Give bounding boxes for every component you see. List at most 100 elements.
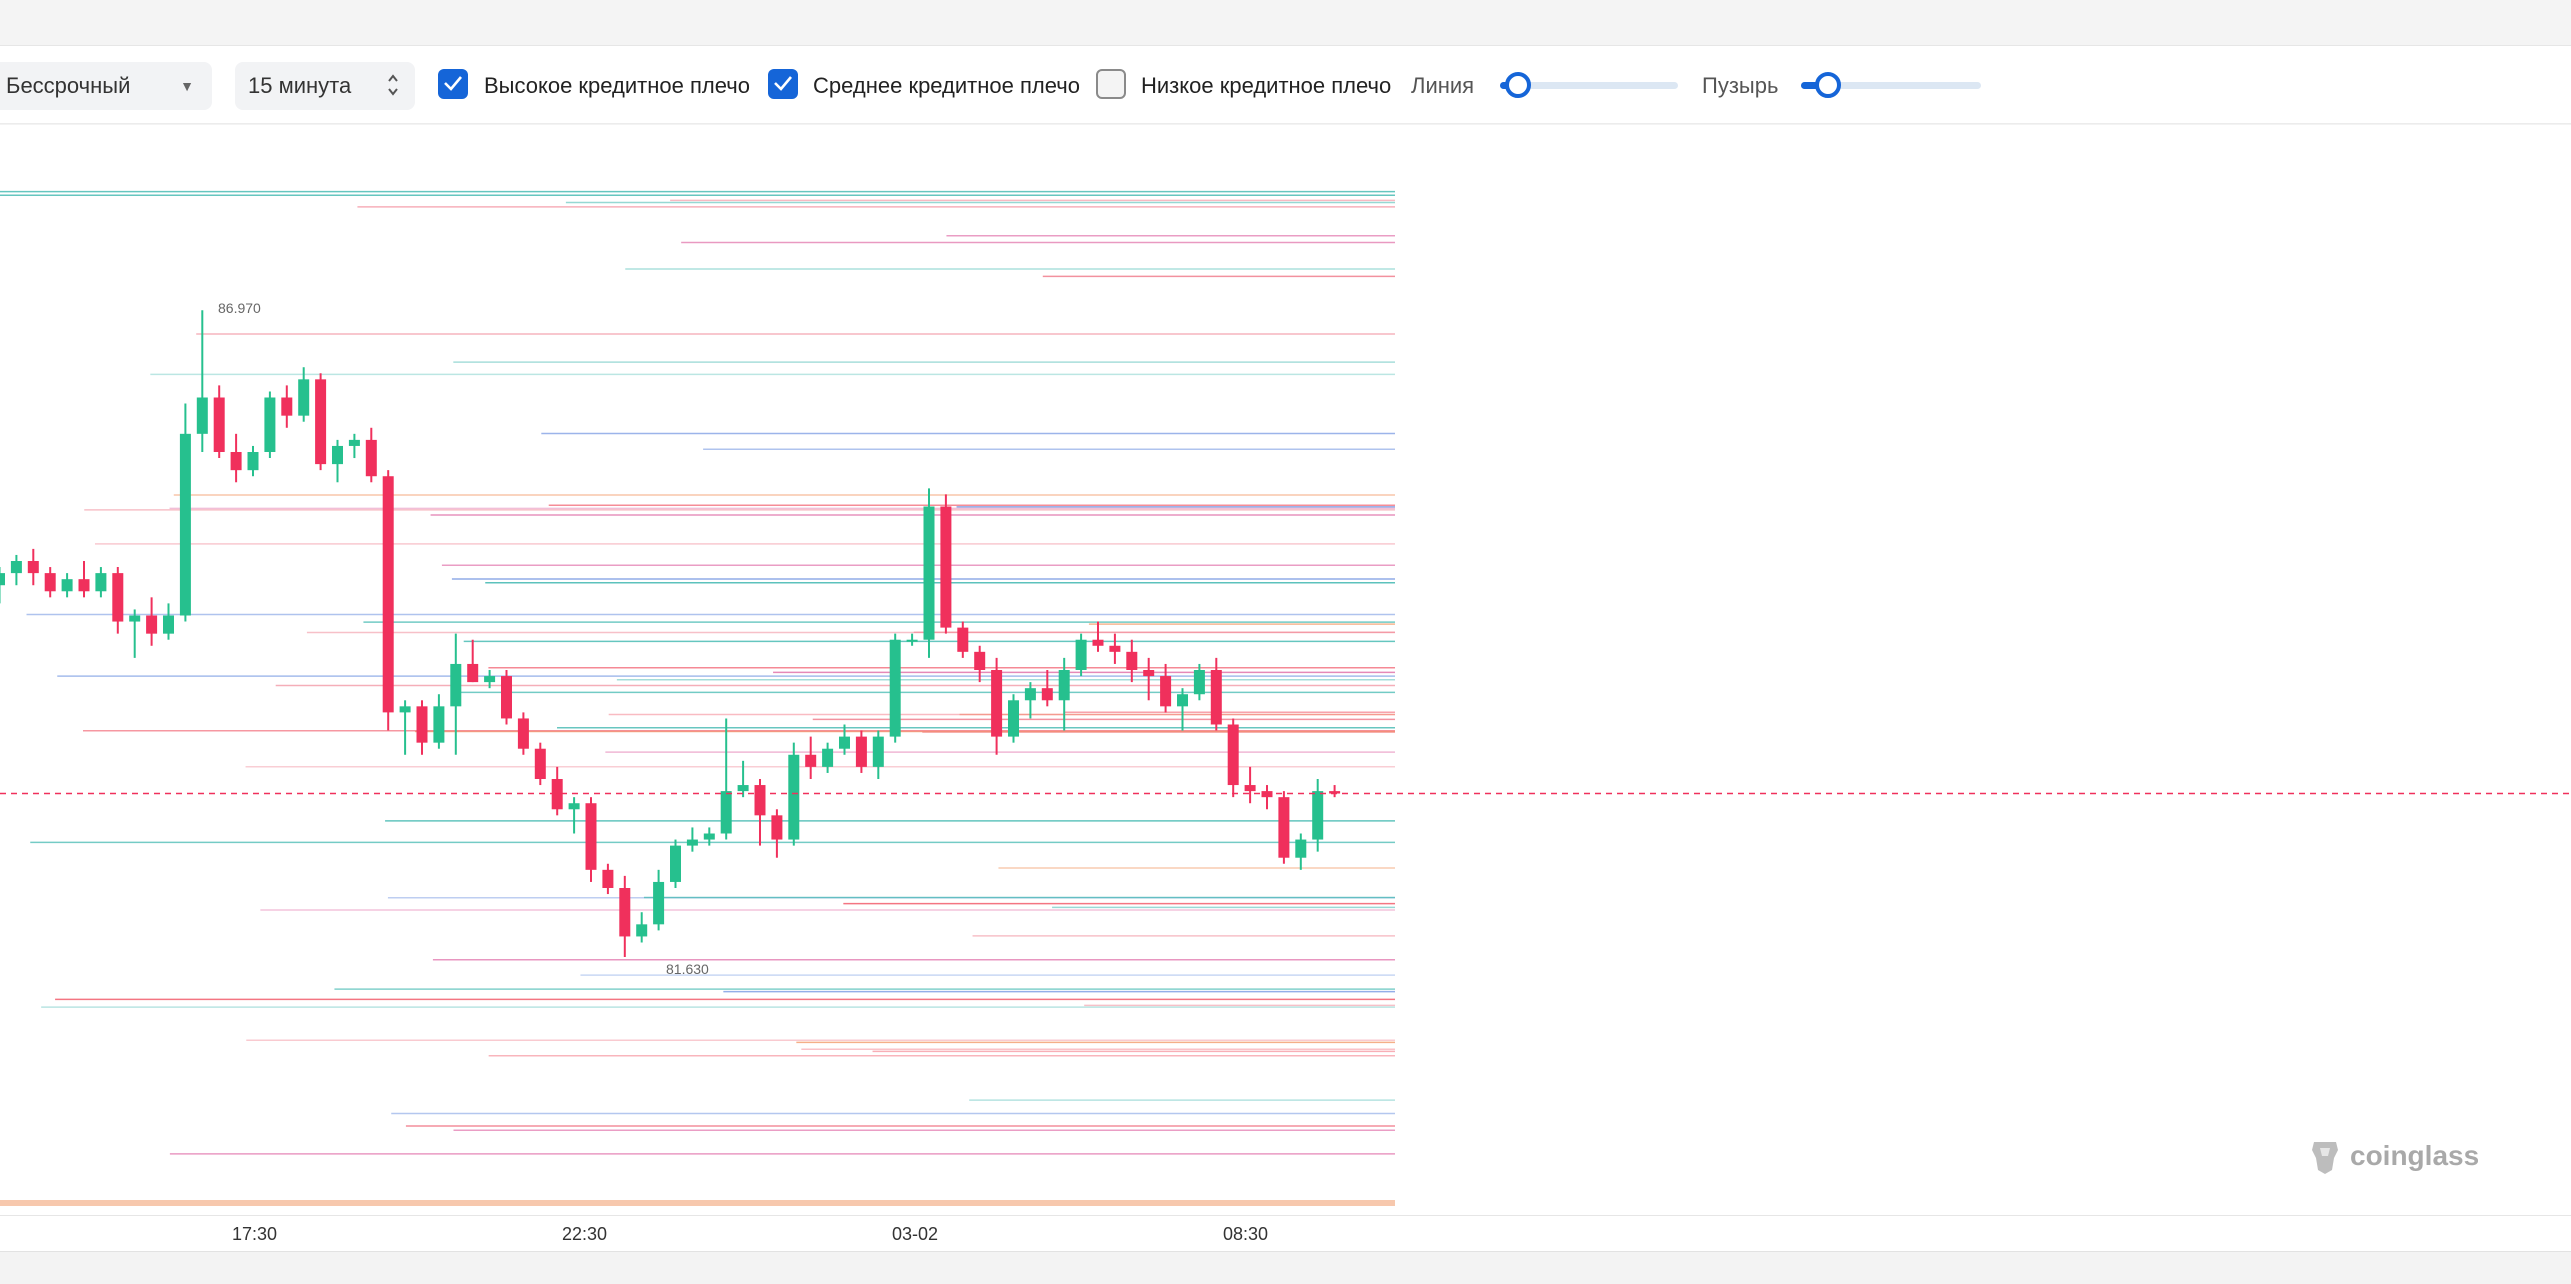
candle-body [1126,651,1138,670]
candle-body [247,452,259,471]
coinglass-logo-icon [2312,1142,2338,1174]
candle-body [1244,785,1256,792]
candle-body [129,615,141,622]
candle-body [484,676,496,683]
line-slider-handle[interactable] [1504,72,1531,98]
candle-body [433,706,445,743]
medium-leverage-label: Среднее кредитное плечо [813,73,1080,98]
candle-body [1278,797,1290,858]
candle-body [805,754,817,767]
candle-body [112,573,124,622]
candle-body [1227,724,1239,786]
candle-body [940,506,952,628]
high-price-label: 86.970 [218,300,261,317]
candle-body [839,736,850,749]
low-price-label: 81.630 [666,961,709,978]
candle-body [95,573,107,592]
candle-body [450,663,462,707]
candle-body [1295,839,1307,858]
candle-body [822,748,834,767]
candle-body [568,803,580,810]
candle-body [923,506,935,640]
candle-body [771,815,783,840]
candle-body [686,839,698,846]
candle-body [974,651,986,670]
candle-body [27,561,39,574]
candle-body [382,476,394,713]
candle-body [230,452,242,471]
candle-body [872,736,884,767]
candle-body [163,615,174,634]
candle-body [10,561,22,574]
chart-canvas[interactable] [0,125,2571,1215]
bubble-slider-handle[interactable] [1815,72,1841,98]
candle-body [653,881,665,925]
interval-select[interactable]: 15 минута [235,62,415,110]
candle-body [957,627,969,652]
medium-leverage-checkbox[interactable] [768,69,798,99]
candle-body [1193,670,1205,695]
candle-body [196,397,208,434]
candle-body [602,869,614,888]
candle-body [1160,676,1172,707]
high-leverage-checkbox[interactable] [438,69,468,99]
candle-body [467,663,479,683]
candle-body [619,888,631,937]
candle-body [1008,700,1019,737]
chevron-down-icon: ▼ [180,78,194,94]
candle-body [1143,670,1155,677]
coinglass-logo: coinglass [2308,1132,2479,1180]
candle-body [720,791,732,834]
x-tick: 08:30 [1223,1224,1269,1244]
line-slider[interactable] [1500,72,1678,98]
candle-body [146,615,158,634]
candle-body [365,439,377,477]
candle-body [991,670,1003,737]
checkmark-icon [444,76,462,91]
bubble-slider[interactable] [1801,72,1981,98]
candle-body [1041,688,1053,701]
candle-body [889,639,901,737]
bubble-slider-fill [1801,82,1828,89]
candle-body [636,924,648,937]
toolbar: Бессрочный ▼ 15 минута Высокое кредитное… [0,46,2571,124]
checkmark-icon [774,76,792,91]
candle-body [788,754,800,840]
coinglass-brand-text: coinglass [2350,1140,2480,1171]
candle-body [264,397,276,452]
bubble-label: Пузырь [1702,73,1779,98]
candle-body [1177,694,1188,707]
candle-body [179,433,191,616]
candle-body [906,639,918,642]
x-tick: 17:30 [232,1224,278,1244]
candle-body [551,779,563,810]
candle-body [585,803,597,870]
candle-body [1210,670,1222,725]
candle-body [754,785,766,816]
candle-body [213,397,225,452]
interval-value: 15 минута [248,73,352,98]
top-strip [0,0,2571,46]
candle-body [1312,791,1324,840]
candle-body [501,676,512,719]
candle-body [703,833,715,840]
high-leverage-label: Высокое кредитное плечо [484,73,750,98]
liquidation-chart[interactable]: 86.970 81.630 [0,125,2571,1215]
candle-body [1109,645,1121,652]
candle-body [0,573,5,586]
sort-arrows-icon [387,72,399,98]
candle-body [1092,639,1104,646]
candle-body [1024,688,1036,701]
x-tick: 22:30 [562,1224,608,1244]
candle-body [517,718,529,749]
candle-body [399,706,411,713]
contract-type-value: Бессрочный [6,73,131,98]
x-axis: 17:30 22:30 03-02 08:30 [0,1215,2571,1251]
candle-body [737,785,749,792]
contract-type-select[interactable]: Бессрочный ▼ [0,62,212,110]
candle-body [315,379,327,465]
candle-body [416,706,428,743]
low-leverage-checkbox[interactable] [1096,69,1126,99]
candle-body [670,845,681,882]
candle-body [298,379,310,416]
